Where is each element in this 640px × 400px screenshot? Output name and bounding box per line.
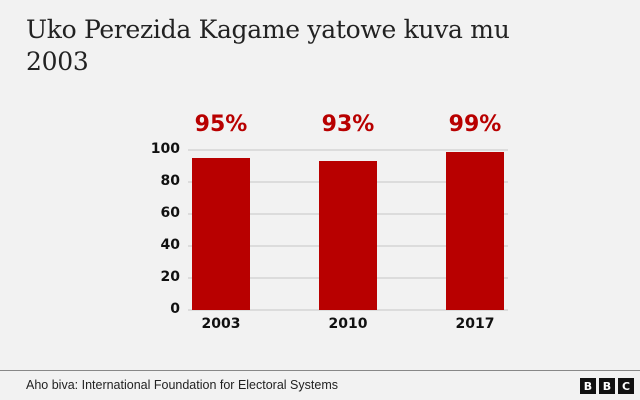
x-tick-label: 2003	[201, 316, 241, 332]
bar-value-label: 99%	[448, 112, 502, 137]
bbc-logo-letter: B	[580, 378, 596, 394]
bar-2010	[319, 161, 377, 310]
gridline	[188, 149, 508, 151]
x-tick-label: 2010	[328, 316, 368, 332]
source-text: Aho biva: International Foundation for E…	[26, 378, 338, 392]
y-tick-label: 0	[170, 301, 180, 317]
bbc-logo: B B C	[580, 378, 634, 394]
bar-value-label: 95%	[194, 112, 248, 137]
footer-divider	[0, 370, 640, 371]
bar-2017	[446, 151, 504, 310]
bar-2003	[192, 158, 250, 310]
bbc-logo-letter: B	[599, 378, 615, 394]
bbc-logo-letter: C	[618, 378, 634, 394]
x-tick-label: 2017	[455, 316, 495, 332]
bar-value-label: 93%	[321, 112, 375, 137]
gridline	[188, 309, 508, 311]
y-tick-label: 60	[160, 205, 180, 221]
y-tick-label: 40	[160, 237, 180, 253]
y-tick-label: 20	[160, 269, 180, 285]
y-tick-label: 80	[160, 173, 180, 189]
chart-title: Uko Perezida Kagame yatowe kuva mu 2003	[26, 15, 510, 76]
y-tick-label: 100	[150, 141, 180, 157]
